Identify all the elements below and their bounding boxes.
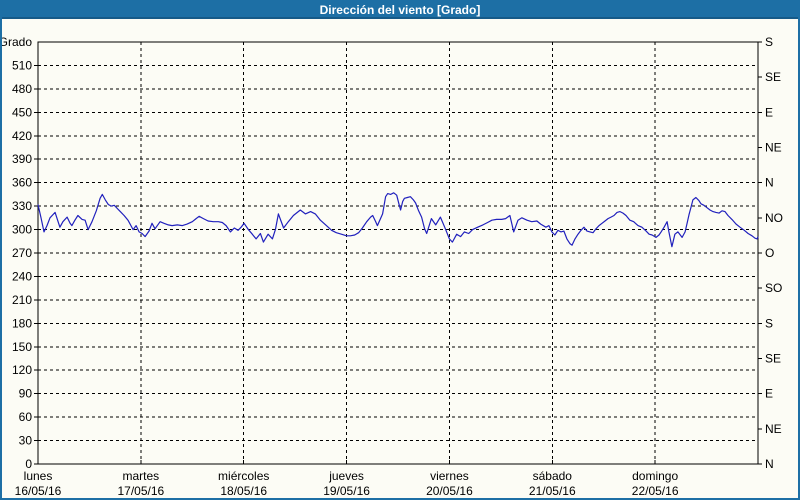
y-tick-label: 150 bbox=[12, 340, 32, 354]
y-tick-label: 0 bbox=[25, 457, 32, 471]
compass-label: SE bbox=[765, 352, 781, 366]
date-label: 22/05/16 bbox=[632, 484, 679, 498]
date-label: 21/05/16 bbox=[529, 484, 576, 498]
compass-label: SO bbox=[765, 281, 782, 295]
chart-title: Dirección del viento [Grado] bbox=[319, 3, 481, 17]
axes bbox=[34, 41, 762, 465]
day-label: viernes bbox=[430, 469, 469, 483]
compass-label: S bbox=[765, 316, 773, 330]
compass-label: NE bbox=[765, 141, 782, 155]
y-tick-label: 420 bbox=[12, 129, 32, 143]
compass-label: S bbox=[765, 35, 773, 49]
compass-label: N bbox=[765, 457, 774, 471]
y-tick-label: 240 bbox=[12, 269, 32, 283]
y-tick-label: 360 bbox=[12, 176, 32, 190]
day-label: lunes bbox=[24, 469, 53, 483]
y-tick-label: 510 bbox=[12, 58, 32, 72]
chart-title-bar: Dirección del viento [Grado] bbox=[2, 2, 798, 19]
compass-label: SE bbox=[765, 70, 781, 84]
chart-region: 0 30 60 90 120 150 180 210 240 270 300 330 360 390 420… bbox=[2, 19, 798, 498]
compass-label: E bbox=[765, 105, 773, 119]
y-tick-label: 300 bbox=[12, 223, 32, 237]
y-tick-label: 180 bbox=[12, 316, 32, 330]
y-tick-label: 330 bbox=[12, 199, 32, 213]
y-tick-label: 90 bbox=[19, 387, 33, 401]
axis-labels: 0 30 60 90 120 150 180 210 240 270 300 330 360 390 420… bbox=[2, 35, 783, 498]
compass-label: E bbox=[765, 387, 773, 401]
compass-label: O bbox=[765, 246, 774, 260]
y-tick-label: 270 bbox=[12, 246, 32, 260]
y-tick-label: 390 bbox=[12, 152, 32, 166]
y-tick-label: 60 bbox=[19, 410, 33, 424]
y-tick-label: 480 bbox=[12, 82, 32, 96]
date-label: 17/05/16 bbox=[117, 484, 164, 498]
date-label: 16/05/16 bbox=[15, 484, 62, 498]
plot-border bbox=[37, 41, 759, 465]
date-label: 20/05/16 bbox=[426, 484, 473, 498]
date-label: 19/05/16 bbox=[323, 484, 370, 498]
y-tick-label: 120 bbox=[12, 363, 32, 377]
y-tick-label: 450 bbox=[12, 105, 32, 119]
day-label: domingo bbox=[632, 469, 678, 483]
day-label: miércoles bbox=[218, 469, 269, 483]
wind-direction-line bbox=[37, 192, 759, 248]
y-axis-caption: Grado bbox=[2, 35, 32, 49]
day-label: martes bbox=[123, 469, 160, 483]
day-label: jueves bbox=[328, 469, 364, 483]
gridlines bbox=[38, 42, 758, 464]
date-label: 18/05/16 bbox=[220, 484, 267, 498]
day-label: sábado bbox=[533, 469, 573, 483]
compass-label: N bbox=[765, 176, 774, 190]
y-tick-label: 30 bbox=[19, 434, 33, 448]
y-tick-label: 210 bbox=[12, 293, 32, 307]
wind-direction-chart: 0 30 60 90 120 150 180 210 240 270 300 330 360 390 420… bbox=[2, 35, 783, 498]
compass-label: NO bbox=[765, 211, 783, 225]
compass-label: NE bbox=[765, 422, 782, 436]
